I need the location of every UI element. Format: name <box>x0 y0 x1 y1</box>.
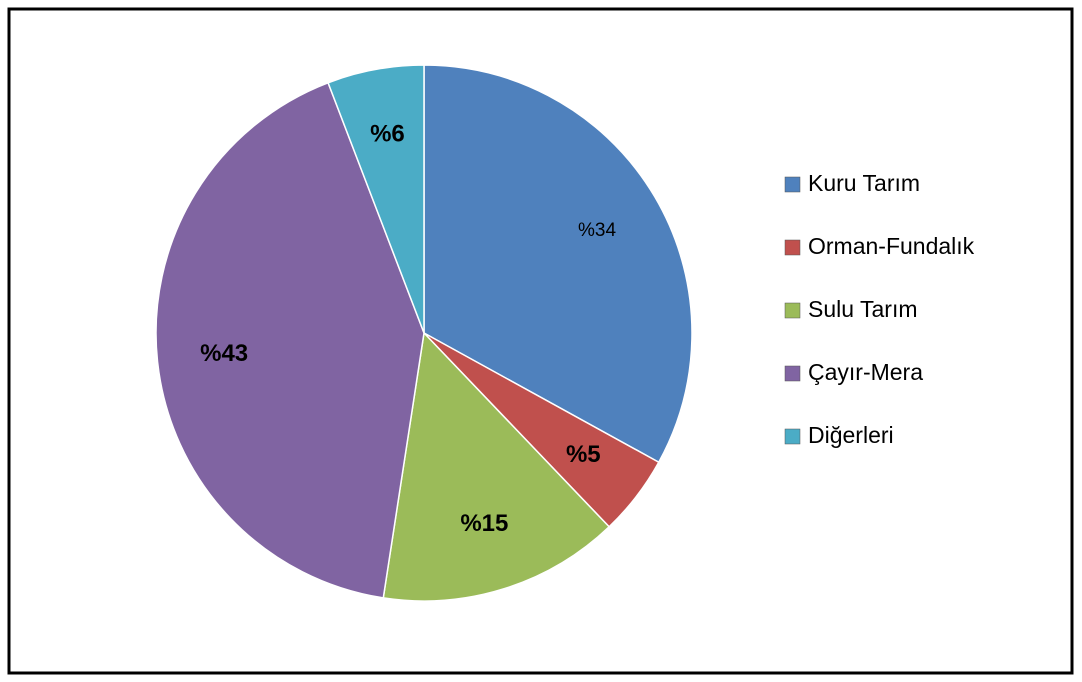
data-label: %6 <box>370 121 405 148</box>
data-label: %34 <box>578 220 616 241</box>
pie-slice <box>423 64 693 464</box>
pie-slice <box>382 331 611 602</box>
legend-swatch <box>784 302 801 319</box>
legend-label: Kuru Tarım <box>808 170 920 196</box>
legend-label: Çayır-Mera <box>808 359 923 385</box>
legend-swatch <box>784 428 801 445</box>
legend-label: Sulu Tarım <box>808 296 918 322</box>
data-label: %43 <box>200 340 248 367</box>
data-label: %5 <box>566 441 601 468</box>
legend-label: Orman-Fundalık <box>808 233 975 259</box>
legend-swatch <box>784 365 801 382</box>
pie-slice <box>327 64 425 334</box>
data-label: %15 <box>460 510 508 537</box>
pie-slice <box>155 81 425 599</box>
legend-label: Diğerleri <box>808 422 894 448</box>
legend-swatch <box>784 176 801 193</box>
legend-swatch <box>784 239 801 256</box>
